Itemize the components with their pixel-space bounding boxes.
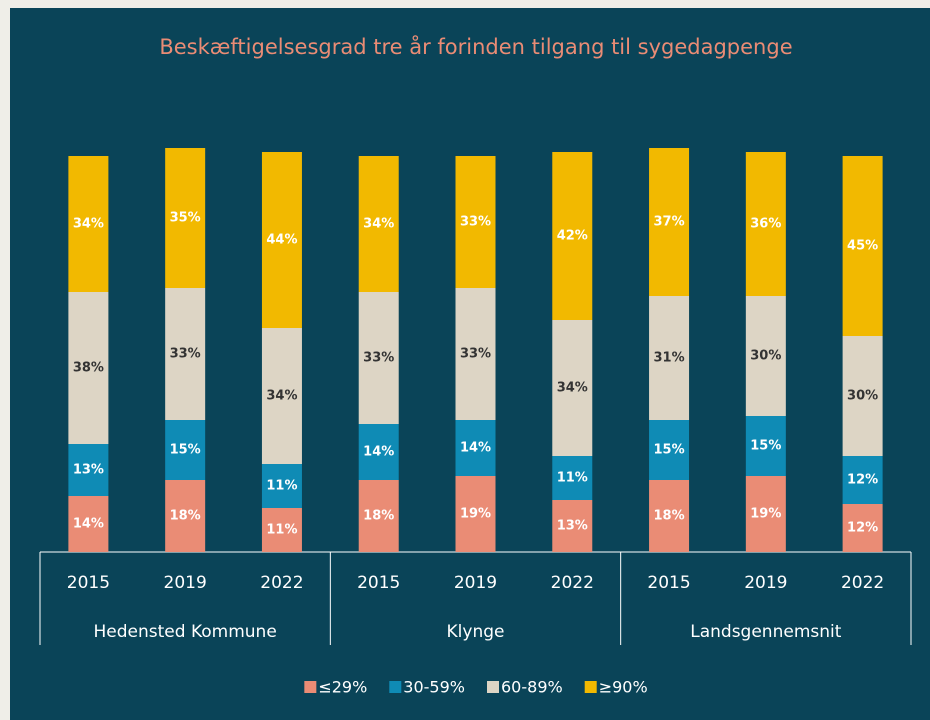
- bar-segment: [261, 328, 302, 464]
- bar-segment: [552, 320, 593, 456]
- x-tick-label: 2019: [454, 573, 497, 593]
- data-label: 44%: [266, 233, 297, 248]
- bar-segment: [165, 480, 206, 552]
- x-tick-label: 2022: [841, 573, 884, 593]
- legend-label: 60-89%: [501, 678, 563, 697]
- bar-segment: [842, 456, 883, 504]
- data-label: 37%: [653, 215, 684, 230]
- data-label: 12%: [847, 473, 878, 488]
- data-label: 18%: [653, 509, 684, 524]
- bar-segment: [455, 156, 496, 288]
- data-label: 33%: [363, 351, 394, 366]
- data-label: 34%: [363, 217, 394, 232]
- bar-segment: [455, 476, 496, 552]
- bar-segment: [68, 156, 109, 292]
- x-tick-label: 2015: [357, 573, 400, 593]
- bar-segment: [649, 480, 690, 552]
- data-label: 31%: [653, 351, 684, 366]
- bar-segment: [842, 504, 883, 552]
- bar-segment: [165, 288, 206, 420]
- legend-label: 30-59%: [403, 678, 465, 697]
- x-tick-label: 2015: [67, 573, 110, 593]
- legend-swatch: [304, 681, 317, 693]
- data-label: 15%: [653, 443, 684, 458]
- bar-segment: [68, 292, 109, 444]
- legend-swatch: [584, 681, 597, 693]
- data-label: 18%: [363, 509, 394, 524]
- data-label: 19%: [750, 507, 781, 522]
- group-label: Klynge: [447, 622, 505, 642]
- data-label: 36%: [750, 217, 781, 232]
- data-label: 11%: [266, 479, 297, 494]
- bar-segment: [552, 152, 593, 320]
- data-label: 11%: [266, 523, 297, 538]
- data-label: 19%: [460, 507, 491, 522]
- data-label: 18%: [170, 509, 201, 524]
- data-label: 11%: [557, 471, 588, 486]
- data-label: 38%: [73, 361, 104, 376]
- bar-segment: [358, 292, 399, 424]
- data-label: 35%: [170, 211, 201, 226]
- x-tick-label: 2022: [551, 573, 594, 593]
- bar-segment: [552, 500, 593, 552]
- bar-segment: [649, 148, 690, 296]
- bar-segment: [745, 152, 786, 296]
- bar-segment: [165, 148, 206, 288]
- data-label: 34%: [557, 381, 588, 396]
- data-label: 45%: [847, 239, 878, 254]
- data-label: 15%: [750, 439, 781, 454]
- bar-segment: [649, 296, 690, 420]
- bar-segment: [68, 444, 109, 496]
- data-label: 14%: [73, 517, 104, 532]
- bar-segment: [261, 152, 302, 328]
- bar-segment: [842, 336, 883, 456]
- data-label: 13%: [73, 463, 104, 478]
- bar-segment: [552, 456, 593, 500]
- bar-segment: [455, 288, 496, 420]
- bar-segment: [261, 508, 302, 552]
- data-label: 34%: [266, 389, 297, 404]
- bar-segment: [261, 464, 302, 508]
- x-tick-label: 2019: [744, 573, 787, 593]
- data-label: 42%: [557, 229, 588, 244]
- bar-segment: [842, 156, 883, 336]
- chart-title: Beskæftigelsesgrad tre år forinden tilga…: [159, 34, 792, 59]
- data-label: 13%: [557, 519, 588, 534]
- x-tick-label: 2022: [260, 573, 303, 593]
- data-label: 34%: [73, 217, 104, 232]
- bar-segment: [68, 496, 109, 552]
- bar-segment: [649, 420, 690, 480]
- bar-segment: [745, 296, 786, 416]
- bar-segment: [358, 156, 399, 292]
- data-label: 33%: [460, 347, 491, 362]
- legend-label: ≥90%: [599, 678, 648, 697]
- data-label: 14%: [460, 441, 491, 456]
- bar-segment: [745, 476, 786, 552]
- x-tick-label: 2015: [647, 573, 690, 593]
- data-label: 33%: [460, 215, 491, 230]
- legend-swatch: [487, 681, 499, 693]
- data-label: 12%: [847, 521, 878, 536]
- legend-swatch: [389, 681, 402, 693]
- x-tick-label: 2019: [164, 573, 207, 593]
- data-label: 33%: [170, 347, 201, 362]
- data-label: 14%: [363, 445, 394, 460]
- bar-segment: [165, 420, 206, 480]
- legend-label: ≤29%: [318, 678, 367, 697]
- bar-segment: [358, 480, 399, 552]
- data-label: 15%: [170, 443, 201, 458]
- group-label: Hedensted Kommune: [94, 622, 277, 642]
- bar-segment: [745, 416, 786, 476]
- data-label: 30%: [847, 389, 878, 404]
- data-label: 30%: [750, 349, 781, 364]
- bar-segment: [455, 420, 496, 476]
- group-label: Landsgennemsnit: [690, 622, 841, 642]
- bar-segment: [358, 424, 399, 480]
